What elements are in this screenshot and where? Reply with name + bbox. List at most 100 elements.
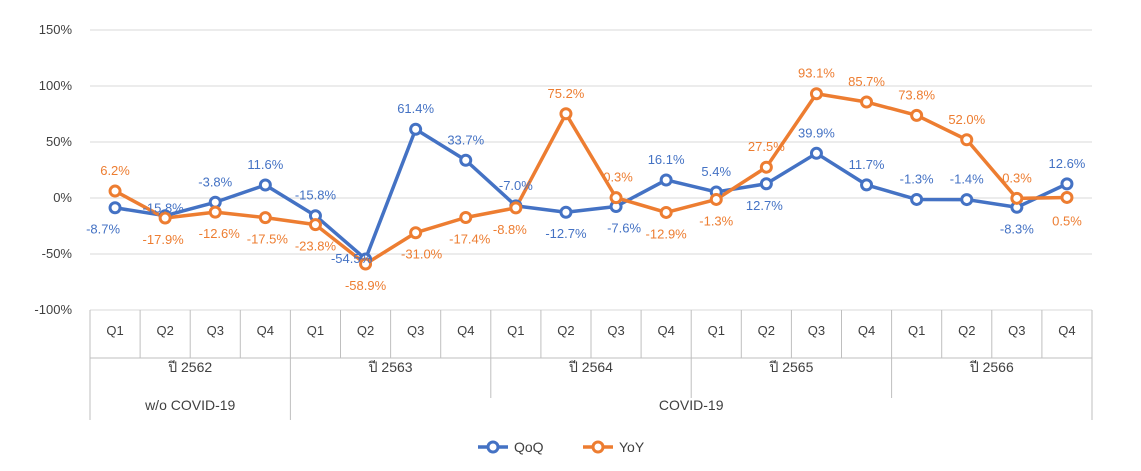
y-tick-label: 50% bbox=[46, 134, 72, 149]
data-label-yoy: -31.0% bbox=[401, 247, 443, 262]
legend-label-yoy: YoY bbox=[619, 439, 645, 455]
data-label-qoq: 61.4% bbox=[397, 101, 434, 116]
x-tick-label: Q1 bbox=[307, 323, 324, 338]
data-point-yoy bbox=[409, 226, 423, 240]
year-group-label: ปี 2563 bbox=[368, 359, 413, 375]
x-tick-label: Q3 bbox=[607, 323, 624, 338]
data-point-yoy bbox=[258, 211, 272, 225]
data-point-qoq bbox=[759, 177, 773, 191]
x-tick-label: Q3 bbox=[407, 323, 424, 338]
year-group-label: ปี 2564 bbox=[569, 359, 614, 375]
data-label-qoq: -54.5% bbox=[331, 251, 373, 266]
data-label-yoy: 6.2% bbox=[100, 163, 130, 178]
data-point-qoq bbox=[860, 178, 874, 192]
y-tick-label: 150% bbox=[39, 22, 73, 37]
year-group-label: ปี 2566 bbox=[969, 359, 1014, 375]
data-point-qoq bbox=[659, 173, 673, 187]
data-point-yoy bbox=[659, 205, 673, 219]
data-label-yoy: 75.2% bbox=[548, 86, 585, 101]
data-point-yoy bbox=[809, 87, 823, 101]
data-label-yoy: -58.9% bbox=[345, 278, 387, 293]
data-label-qoq: -7.0% bbox=[499, 178, 533, 193]
data-point-qoq bbox=[910, 192, 924, 206]
data-point-qoq bbox=[809, 146, 823, 160]
data-point-yoy bbox=[759, 160, 773, 174]
x-tick-label: Q3 bbox=[207, 323, 224, 338]
data-point-qoq bbox=[1060, 177, 1074, 191]
grid-lines bbox=[90, 29, 1092, 311]
legend-marker-yoy bbox=[591, 440, 605, 454]
data-label-yoy: -17.9% bbox=[143, 232, 185, 247]
x-tick-label: Q2 bbox=[357, 323, 374, 338]
data-point-yoy bbox=[910, 108, 924, 122]
data-label-qoq: 12.6% bbox=[1049, 156, 1086, 171]
data-label-yoy: -0.3% bbox=[998, 170, 1032, 185]
x-axis-table: Q1 Q2 Q3 Q4 Q1 Q2 Q3 Q4 Q1 Q2 Q3 Q4 Q1 Q2 Q3 Q4 Q1 Q2 Q3 Q4… bbox=[89, 310, 1093, 420]
data-label-qoq: 39.9% bbox=[798, 125, 835, 140]
data-point-yoy bbox=[1010, 191, 1024, 205]
data-point-yoy bbox=[559, 107, 573, 121]
data-label-qoq: 11.7% bbox=[849, 157, 885, 172]
x-tick-label: Q4 bbox=[657, 323, 674, 338]
data-label-qoq: 11.6% bbox=[247, 157, 283, 172]
data-label-qoq: -1.4% bbox=[950, 172, 984, 187]
x-tick-label: Q2 bbox=[156, 323, 173, 338]
data-label-qoq: -15.8% bbox=[295, 188, 337, 203]
x-tick-label: Q2 bbox=[958, 323, 975, 338]
data-label-yoy: 0.3% bbox=[603, 170, 633, 185]
data-label-qoq: 16.1% bbox=[648, 152, 685, 167]
data-label-qoq: -15.8% bbox=[143, 201, 185, 216]
x-tick-label: Q1 bbox=[507, 323, 524, 338]
data-label-yoy: -12.9% bbox=[646, 226, 688, 241]
x-tick-label: Q2 bbox=[758, 323, 775, 338]
year-group-label: ปี 2562 bbox=[168, 359, 213, 375]
data-label-yoy: -1.3% bbox=[699, 213, 733, 228]
data-label-yoy: 73.8% bbox=[898, 87, 935, 102]
period-group-label: COVID-19 bbox=[659, 397, 724, 413]
data-label-qoq: -3.8% bbox=[198, 174, 232, 189]
data-point-yoy bbox=[960, 133, 974, 147]
data-point-yoy bbox=[1060, 190, 1074, 204]
data-label-yoy: -23.8% bbox=[295, 239, 337, 254]
data-label-qoq: 33.7% bbox=[447, 132, 484, 147]
x-tick-label: Q3 bbox=[808, 323, 825, 338]
series-lines bbox=[108, 87, 1074, 271]
data-label-yoy: 85.7% bbox=[848, 74, 885, 89]
x-tick-label: Q2 bbox=[557, 323, 574, 338]
period-group-label: w/o COVID-19 bbox=[144, 397, 235, 413]
data-label-yoy: -17.4% bbox=[449, 231, 491, 246]
legend: QoQ YoY bbox=[478, 439, 645, 455]
x-tick-label: Q1 bbox=[106, 323, 123, 338]
data-point-qoq bbox=[559, 205, 573, 219]
data-label-qoq: 5.4% bbox=[701, 164, 731, 179]
data-point-qoq bbox=[409, 122, 423, 136]
data-point-qoq bbox=[459, 153, 473, 167]
legend-marker-qoq bbox=[486, 440, 500, 454]
data-label-qoq: -8.3% bbox=[1000, 221, 1034, 236]
data-point-yoy bbox=[609, 191, 623, 205]
series-line-yoy bbox=[114, 91, 1067, 266]
series-line-qoq bbox=[114, 127, 1068, 261]
legend-label-qoq: QoQ bbox=[514, 439, 544, 455]
data-labels: -8.7% -15.8% -3.8% 11.6% -15.8% -54.5% 61.4% 33… bbox=[86, 66, 1086, 293]
data-label-qoq: -12.7% bbox=[545, 226, 587, 241]
data-point-yoy bbox=[158, 211, 172, 225]
y-tick-label: -50% bbox=[42, 246, 73, 261]
data-point-qoq bbox=[960, 193, 974, 207]
data-label-yoy: 27.5% bbox=[748, 139, 785, 154]
data-point-yoy bbox=[509, 201, 523, 215]
data-label-yoy: -17.5% bbox=[247, 232, 289, 247]
y-tick-label: 0% bbox=[53, 190, 72, 205]
x-tick-label: Q4 bbox=[1058, 323, 1075, 338]
data-point-qoq bbox=[108, 201, 122, 215]
x-tick-label: Q4 bbox=[457, 323, 474, 338]
data-label-qoq: -7.6% bbox=[607, 221, 641, 236]
data-point-qoq bbox=[258, 178, 272, 192]
year-group-label: ปี 2565 bbox=[769, 359, 814, 375]
data-point-yoy bbox=[860, 95, 874, 109]
y-tick-label: -100% bbox=[34, 302, 72, 317]
data-label-qoq: 12.7% bbox=[746, 198, 783, 213]
x-tick-label: Q1 bbox=[908, 323, 925, 338]
data-point-yoy bbox=[208, 205, 222, 219]
